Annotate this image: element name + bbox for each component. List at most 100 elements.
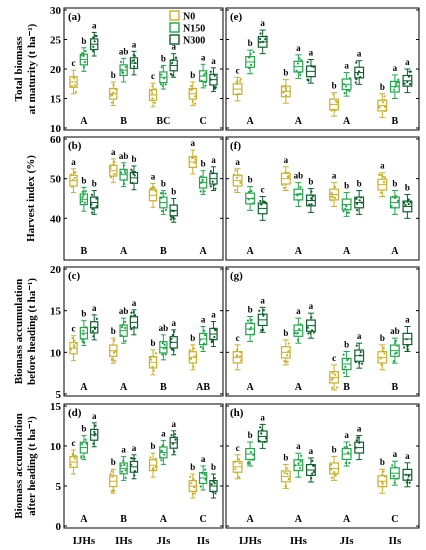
group-letter: A bbox=[247, 382, 255, 393]
x-category-label: IIs bbox=[197, 535, 211, 547]
data-point bbox=[154, 352, 157, 355]
data-point bbox=[201, 178, 204, 181]
data-point bbox=[381, 485, 384, 488]
data-point bbox=[109, 176, 113, 179]
group-JIs: ab bA bbox=[329, 171, 365, 257]
sig-letter: b bbox=[161, 179, 166, 189]
data-point bbox=[84, 326, 87, 329]
group-letter: A bbox=[80, 116, 88, 127]
data-point bbox=[170, 337, 173, 341]
data-point bbox=[90, 203, 93, 206]
data-point bbox=[313, 331, 316, 334]
group-letter: C bbox=[200, 514, 207, 525]
data-point bbox=[211, 172, 214, 175]
data-point bbox=[308, 203, 311, 206]
data-point bbox=[164, 208, 168, 212]
data-point bbox=[355, 78, 358, 81]
sig-letter: b bbox=[380, 82, 385, 92]
sig-letter: b bbox=[111, 326, 116, 336]
data-point bbox=[394, 342, 397, 345]
data-point bbox=[191, 492, 194, 495]
data-point bbox=[213, 477, 216, 480]
data-point bbox=[133, 65, 136, 68]
group-letter: B bbox=[160, 382, 167, 393]
data-point bbox=[382, 181, 386, 184]
data-point bbox=[378, 106, 381, 109]
group-letter: A bbox=[247, 514, 255, 525]
group-letter: A bbox=[247, 246, 255, 257]
data-point bbox=[82, 329, 85, 332]
sig-letter: c bbox=[236, 443, 240, 453]
group-IIs: ba aAB bbox=[188, 310, 218, 393]
data-point bbox=[153, 186, 156, 190]
sig-letter: b bbox=[81, 36, 86, 46]
sig-letter: a bbox=[260, 295, 265, 305]
data-point bbox=[310, 190, 313, 193]
data-point bbox=[203, 73, 206, 76]
data-point bbox=[84, 49, 87, 53]
sig-letter: a bbox=[235, 157, 240, 167]
data-point bbox=[83, 456, 86, 459]
data-point bbox=[124, 469, 127, 472]
data-point bbox=[334, 474, 337, 477]
data-point bbox=[383, 105, 386, 108]
data-point bbox=[204, 84, 207, 87]
data-point bbox=[199, 485, 202, 488]
data-point bbox=[92, 36, 95, 39]
data-point bbox=[202, 329, 206, 332]
data-point bbox=[404, 203, 407, 207]
data-point bbox=[394, 206, 397, 209]
data-point bbox=[310, 65, 313, 68]
data-point bbox=[213, 85, 216, 89]
data-point bbox=[331, 386, 334, 389]
sig-letter: a bbox=[344, 430, 349, 440]
data-point bbox=[358, 441, 361, 444]
data-point bbox=[299, 460, 302, 463]
sig-letter: a bbox=[132, 298, 137, 308]
sig-letter: b bbox=[131, 154, 136, 164]
data-point bbox=[306, 326, 309, 329]
data-point bbox=[259, 37, 262, 41]
data-point bbox=[332, 108, 335, 111]
panel-label: (a) bbox=[68, 11, 81, 23]
data-point bbox=[296, 62, 299, 65]
data-point bbox=[355, 61, 358, 64]
data-point bbox=[114, 88, 117, 91]
sig-letter: a bbox=[121, 444, 126, 454]
data-point bbox=[71, 452, 74, 455]
data-point bbox=[382, 470, 385, 473]
data-point bbox=[94, 424, 97, 427]
data-point bbox=[95, 34, 98, 38]
data-point bbox=[170, 434, 173, 437]
data-point bbox=[112, 163, 115, 166]
group-letter: A bbox=[200, 246, 208, 257]
data-point bbox=[160, 66, 163, 69]
data-point bbox=[110, 101, 114, 104]
data-point bbox=[171, 216, 174, 219]
x-category-label: JIs bbox=[340, 535, 355, 547]
data-point bbox=[250, 189, 253, 193]
data-point bbox=[383, 98, 386, 102]
data-point bbox=[171, 209, 174, 212]
data-point bbox=[234, 467, 237, 470]
data-point bbox=[234, 188, 237, 192]
data-point bbox=[193, 492, 196, 495]
sig-letter: a bbox=[284, 155, 289, 165]
data-point bbox=[120, 464, 123, 467]
data-point bbox=[149, 355, 152, 359]
sig-letter: a bbox=[111, 147, 116, 157]
data-point bbox=[71, 336, 74, 340]
sig-letter: a bbox=[260, 18, 265, 28]
data-point bbox=[152, 369, 155, 372]
data-point bbox=[283, 85, 286, 88]
panel-label: (f) bbox=[230, 140, 241, 152]
data-point bbox=[213, 335, 216, 339]
data-point bbox=[239, 351, 242, 354]
data-point bbox=[204, 468, 207, 471]
data-point bbox=[405, 473, 408, 476]
data-point bbox=[164, 83, 167, 86]
data-point bbox=[172, 209, 176, 213]
data-point bbox=[130, 315, 133, 318]
data-point bbox=[80, 200, 84, 203]
